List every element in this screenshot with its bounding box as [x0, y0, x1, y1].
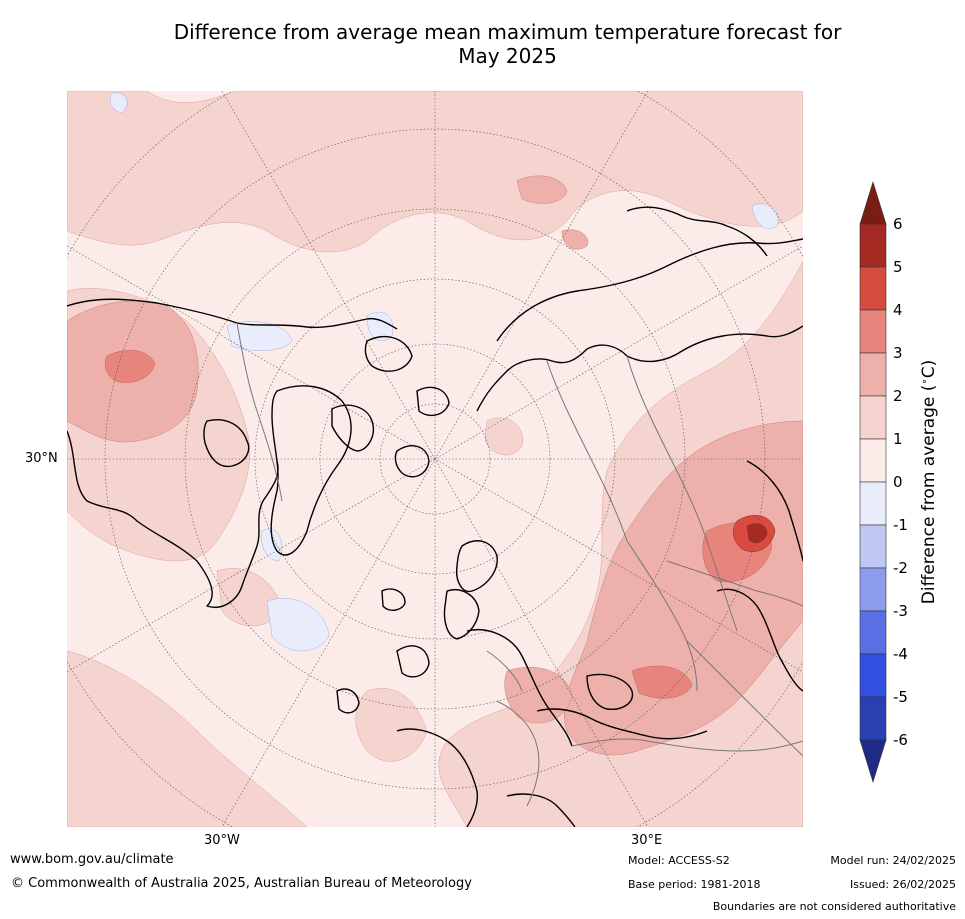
- title-line-1: Difference from average mean maximum tem…: [173, 20, 842, 44]
- colorbar-tick-label: 6: [893, 215, 903, 233]
- colorbar-tick-label: -6: [893, 731, 908, 749]
- footer-base-period: Base period: 1981-2018: [628, 878, 761, 891]
- colorbar-band: [859, 223, 887, 268]
- lat-label-30n: 30°N: [25, 451, 58, 466]
- lon-label-30w: 30°W: [204, 833, 240, 848]
- colorbar: [859, 180, 887, 784]
- footer-disclaimer: Boundaries are not considered authoritat…: [712, 900, 956, 913]
- colorbar-tick-label: 3: [893, 344, 903, 362]
- colorbar-band: [859, 696, 887, 741]
- colorbar-band: [859, 610, 887, 655]
- colorbar-band: [859, 481, 887, 526]
- colorbar-tick-label: 4: [893, 301, 903, 319]
- colorbar-band: [859, 524, 887, 569]
- footer-url[interactable]: www.bom.gov.au/climate: [10, 852, 174, 867]
- graticule: [67, 91, 803, 827]
- title-line-2: May 2025: [458, 44, 557, 68]
- footer-model-run: Model run: 24/02/2025: [830, 854, 956, 867]
- map-title: Difference from average mean maximum tem…: [100, 20, 915, 68]
- colorbar-band: [859, 395, 887, 440]
- footer-model: Model: ACCESS-S2: [628, 854, 730, 867]
- anomaly-negative-regions: [109, 92, 779, 652]
- coastlines: [67, 206, 803, 827]
- colorbar-tick-label: -4: [893, 645, 908, 663]
- colorbar-tick-label: 2: [893, 387, 903, 405]
- colorbar-tick-label: 5: [893, 258, 903, 276]
- colorbar-bands: [859, 180, 887, 784]
- colorbar-band: [859, 352, 887, 397]
- colorbar-band: [859, 567, 887, 612]
- lon-label-30e: 30°E: [631, 833, 663, 848]
- forecast-map[interactable]: [67, 91, 803, 827]
- colorbar-band: [859, 438, 887, 483]
- colorbar-tick-label: -1: [893, 516, 908, 534]
- colorbar-band: [859, 266, 887, 311]
- anomaly-4-6-regions: [733, 515, 776, 552]
- colorbar-tick-label: 0: [893, 473, 903, 491]
- country-borders: [236, 322, 803, 807]
- colorbar-band: [859, 653, 887, 698]
- footer-issued: Issued: 26/02/2025: [849, 878, 956, 891]
- colorbar-label: Difference from average (∘°CC): [919, 359, 939, 605]
- footer-copyright: © Commonwealth of Australia 2025, Austra…: [11, 876, 472, 891]
- colorbar-band: [859, 309, 887, 354]
- colorbar-under-arrow: [859, 739, 887, 784]
- colorbar-over-arrow: [859, 180, 887, 225]
- colorbar-tick-label: -2: [893, 559, 908, 577]
- colorbar-tick-label: -3: [893, 602, 908, 620]
- colorbar-tick-label: 1: [893, 430, 903, 448]
- colorbar-tick-label: -5: [893, 688, 908, 706]
